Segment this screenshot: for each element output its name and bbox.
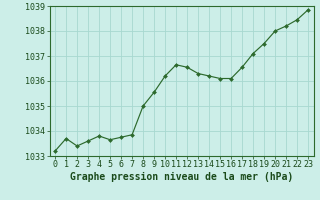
X-axis label: Graphe pression niveau de la mer (hPa): Graphe pression niveau de la mer (hPa) (70, 172, 293, 182)
